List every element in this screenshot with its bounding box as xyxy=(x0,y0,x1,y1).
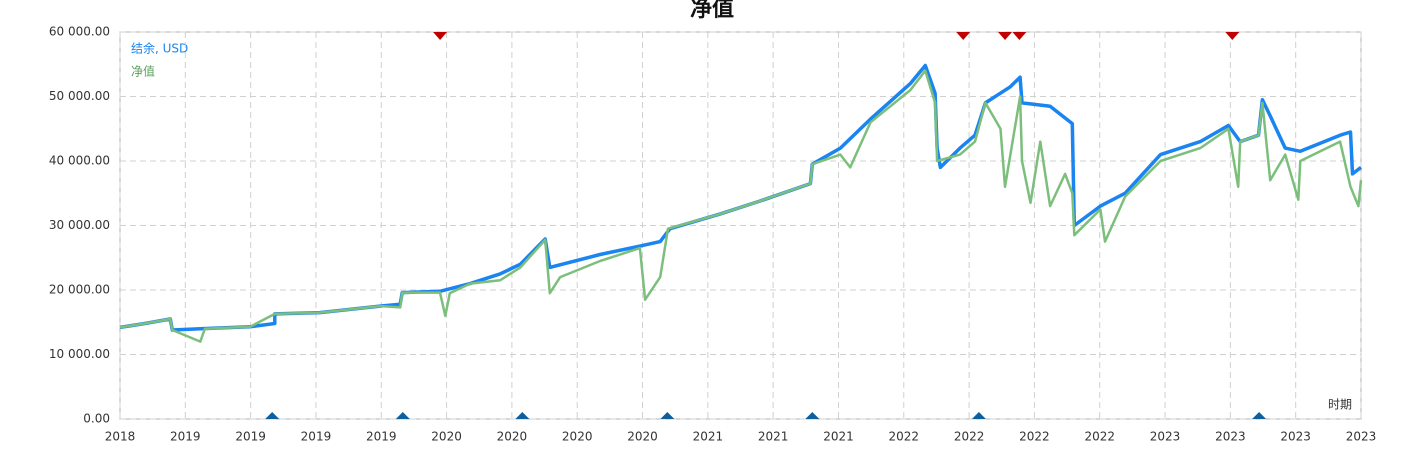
x-tick-label: 2023 xyxy=(1346,430,1377,444)
top-marker xyxy=(956,32,971,40)
bottom-marker xyxy=(1252,412,1267,419)
bottom-marker xyxy=(805,412,820,419)
y-tick-label: 10 000.00 xyxy=(49,347,110,361)
x-tick-label: 2019 xyxy=(366,430,397,444)
chart-title: 净值 xyxy=(690,0,734,22)
x-tick-label: 2019 xyxy=(170,430,201,444)
bottom-marker xyxy=(971,412,986,419)
y-tick-label: 40 000.00 xyxy=(49,154,110,168)
bottom-marker xyxy=(660,412,675,419)
x-tick-label: 2021 xyxy=(758,430,789,444)
x-tick-label: 2020 xyxy=(627,430,658,444)
y-tick-label: 20 000.00 xyxy=(49,283,110,297)
top-marker xyxy=(1012,32,1027,40)
top-marker xyxy=(433,32,448,40)
legend-entry: 净值 xyxy=(131,64,155,79)
x-tick-label: 2021 xyxy=(823,430,854,444)
x-tick-label: 2018 xyxy=(105,430,136,444)
x-tick-label: 2019 xyxy=(301,430,332,444)
x-tick-label: 2023 xyxy=(1280,430,1311,444)
x-tick-label: 2022 xyxy=(1019,430,1050,444)
series-line xyxy=(119,69,1363,343)
bottom-marker xyxy=(395,412,410,419)
x-tick-label: 2020 xyxy=(497,430,528,444)
bottom-marker xyxy=(265,412,280,419)
x-axis-label: 时期 xyxy=(1328,398,1352,412)
y-tick-label: 0.00 xyxy=(83,412,110,426)
x-tick-label: 2023 xyxy=(1215,430,1246,444)
top-marker xyxy=(1225,32,1240,40)
x-tick-label: 2019 xyxy=(235,430,266,444)
top-marker xyxy=(998,32,1013,40)
legend-entry: 结余, USD xyxy=(131,41,188,56)
x-tick-label: 2022 xyxy=(954,430,985,444)
x-tick-label: 2023 xyxy=(1150,430,1181,444)
y-tick-label: 60 000.00 xyxy=(49,25,110,39)
y-tick-label: 50 000.00 xyxy=(49,89,110,103)
bottom-marker xyxy=(515,412,530,419)
x-tick-label: 2020 xyxy=(431,430,462,444)
x-tick-label: 2021 xyxy=(693,430,724,444)
y-tick-label: 30 000.00 xyxy=(49,218,110,232)
x-tick-label: 2022 xyxy=(889,430,920,444)
x-tick-label: 2022 xyxy=(1084,430,1115,444)
x-tick-label: 2020 xyxy=(562,430,593,444)
